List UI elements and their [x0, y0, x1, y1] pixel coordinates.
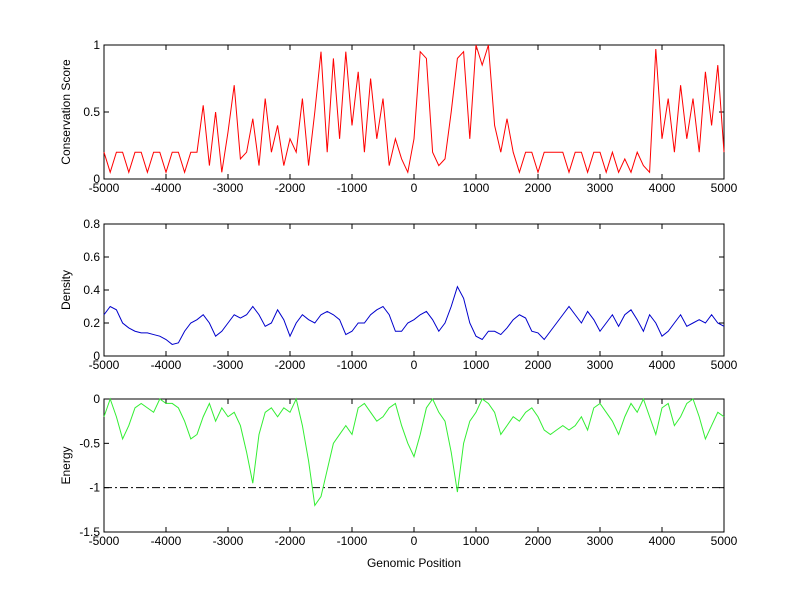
x-tick-label: -5000 [89, 181, 120, 195]
y-tick-label: 0.8 [83, 217, 100, 231]
y-tick-label: 1 [93, 38, 100, 52]
x-tick-label: -3000 [213, 181, 244, 195]
axes-frame [103, 398, 725, 533]
data-line [103, 397, 725, 507]
x-tick-label: -1000 [337, 181, 368, 195]
x-tick-label: 4000 [649, 358, 676, 372]
y-tick-label: 0 [93, 392, 100, 406]
y-tick-label: 0.4 [83, 283, 100, 297]
y-tick-label: 0.6 [83, 250, 100, 264]
x-tick-label: -1000 [337, 358, 368, 372]
x-tick-label: -2000 [275, 534, 306, 548]
x-tick-label: 2000 [525, 534, 552, 548]
y-tick-label: 0 [93, 349, 100, 363]
x-tick-label: 3000 [587, 358, 614, 372]
data-line [103, 285, 725, 345]
x-tick-label: 3000 [587, 534, 614, 548]
x-tick-label: -3000 [213, 534, 244, 548]
x-tick-label: -3000 [213, 358, 244, 372]
axes-frame [103, 44, 725, 180]
x-tick-label: 4000 [649, 181, 676, 195]
y-axis-label: Energy [59, 446, 73, 484]
x-tick-label: -5000 [89, 358, 120, 372]
x-tick-label: -4000 [151, 358, 182, 372]
x-tick-label: 5000 [711, 181, 738, 195]
axes-frame [103, 223, 725, 357]
x-tick-label: -1000 [337, 534, 368, 548]
x-tick-label: -4000 [151, 181, 182, 195]
x-tick-label: 2000 [525, 358, 552, 372]
y-tick-label: -0.5 [79, 436, 100, 450]
x-axis-label: Genomic Position [367, 556, 461, 570]
x-tick-label: -4000 [151, 534, 182, 548]
x-tick-label: 3000 [587, 181, 614, 195]
x-tick-label: -2000 [275, 181, 306, 195]
x-tick-label: -5000 [89, 534, 120, 548]
x-tick-label: 5000 [711, 358, 738, 372]
y-tick-label: -1 [89, 481, 100, 495]
x-tick-label: 2000 [525, 181, 552, 195]
x-tick-label: 1000 [463, 181, 490, 195]
x-tick-label: 0 [411, 358, 418, 372]
data-line [103, 44, 725, 174]
y-tick-label: 0.5 [83, 105, 100, 119]
x-tick-label: 0 [411, 181, 418, 195]
x-tick-label: 0 [411, 534, 418, 548]
x-tick-label: -2000 [275, 358, 306, 372]
x-tick-label: 4000 [649, 534, 676, 548]
y-tick-label: 0 [93, 172, 100, 186]
y-tick-label: 0.2 [83, 316, 100, 330]
y-axis-label: Density [59, 270, 73, 310]
x-tick-label: 1000 [463, 534, 490, 548]
y-axis-label: Conservation Score [59, 59, 73, 165]
x-tick-label: 5000 [711, 534, 738, 548]
y-tick-label: -1.5 [79, 525, 100, 539]
x-tick-label: 1000 [463, 358, 490, 372]
